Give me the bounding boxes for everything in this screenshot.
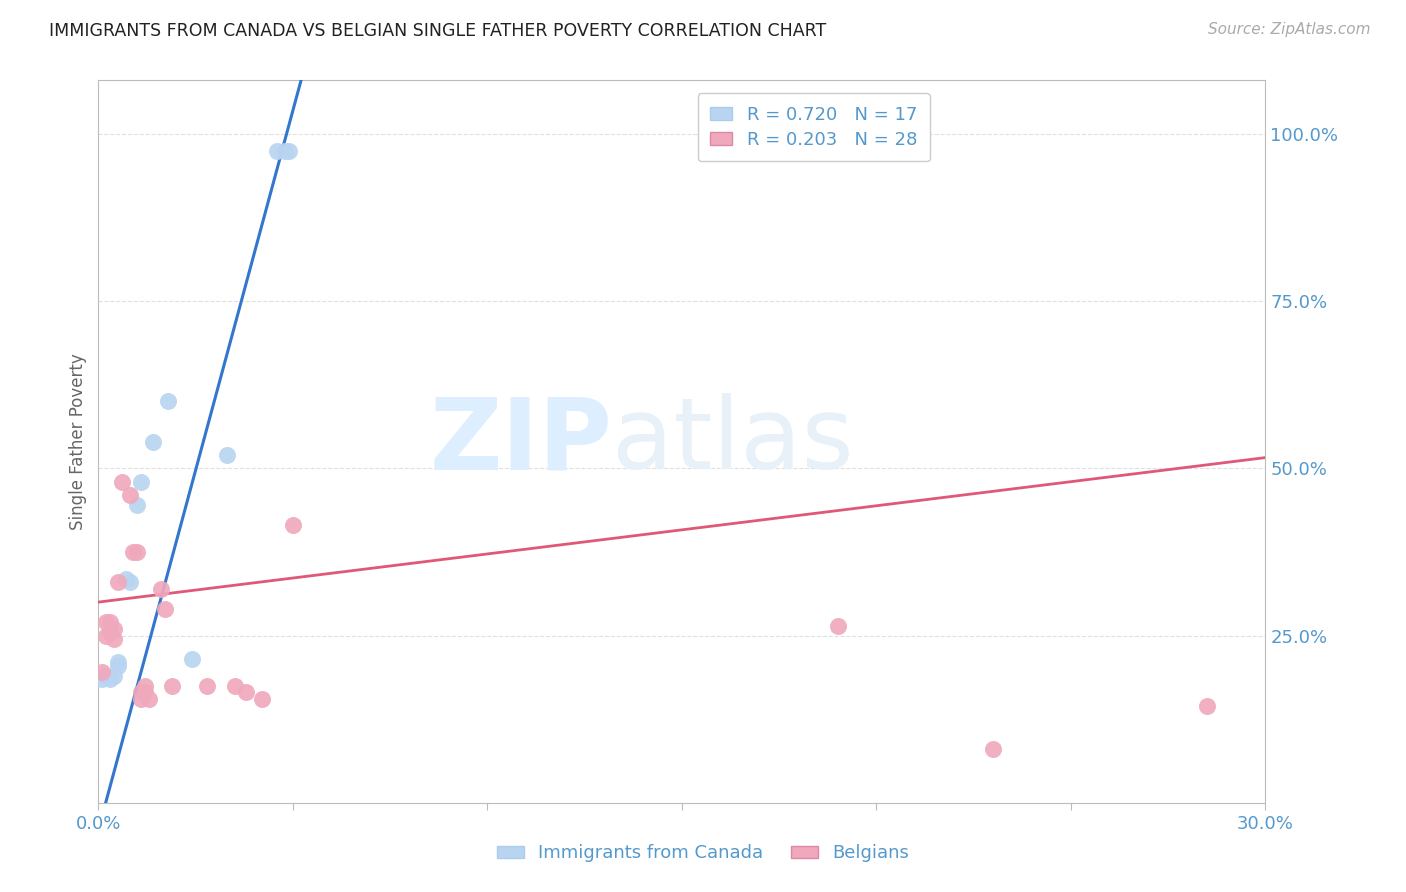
Text: IMMIGRANTS FROM CANADA VS BELGIAN SINGLE FATHER POVERTY CORRELATION CHART: IMMIGRANTS FROM CANADA VS BELGIAN SINGLE… bbox=[49, 22, 827, 40]
Point bbox=[98, 615, 121, 630]
Point bbox=[180, 652, 202, 666]
Point bbox=[215, 448, 238, 462]
Point bbox=[96, 628, 118, 642]
Text: atlas: atlas bbox=[612, 393, 853, 490]
Point bbox=[1195, 698, 1218, 713]
Point bbox=[195, 679, 218, 693]
Text: Source: ZipAtlas.com: Source: ZipAtlas.com bbox=[1208, 22, 1371, 37]
Point bbox=[142, 434, 165, 449]
Legend: R = 0.720   N = 17, R = 0.203   N = 28: R = 0.720 N = 17, R = 0.203 N = 28 bbox=[697, 93, 929, 161]
Point bbox=[98, 672, 121, 686]
Text: ZIP: ZIP bbox=[429, 393, 612, 490]
Point bbox=[107, 655, 129, 669]
Point bbox=[103, 622, 125, 636]
Point bbox=[266, 144, 288, 158]
Point bbox=[129, 475, 152, 489]
Point bbox=[274, 144, 297, 158]
Point bbox=[91, 672, 114, 686]
Point bbox=[96, 669, 118, 683]
Point bbox=[103, 632, 125, 646]
Y-axis label: Single Father Poverty: Single Father Poverty bbox=[69, 353, 87, 530]
Point bbox=[278, 144, 301, 158]
Point bbox=[107, 575, 129, 590]
Point bbox=[91, 665, 114, 680]
Point bbox=[281, 518, 304, 533]
Point bbox=[114, 572, 136, 586]
Point bbox=[162, 679, 184, 693]
Point bbox=[96, 615, 118, 630]
Point bbox=[134, 685, 156, 699]
Legend: Immigrants from Canada, Belgians: Immigrants from Canada, Belgians bbox=[489, 838, 917, 870]
Point bbox=[111, 475, 134, 489]
Point bbox=[103, 669, 125, 683]
Point bbox=[127, 545, 149, 559]
Point bbox=[224, 679, 246, 693]
Point bbox=[107, 658, 129, 673]
Point bbox=[118, 575, 141, 590]
Point bbox=[127, 498, 149, 512]
Point bbox=[129, 692, 152, 706]
Point bbox=[981, 742, 1004, 756]
Point bbox=[827, 618, 849, 632]
Point bbox=[235, 685, 257, 699]
Point bbox=[149, 582, 172, 596]
Point bbox=[98, 625, 121, 640]
Point bbox=[250, 692, 273, 706]
Point bbox=[122, 545, 145, 559]
Point bbox=[118, 488, 141, 502]
Point bbox=[138, 692, 160, 706]
Point bbox=[153, 602, 176, 616]
Point bbox=[129, 685, 152, 699]
Point bbox=[134, 679, 156, 693]
Point bbox=[157, 394, 180, 409]
